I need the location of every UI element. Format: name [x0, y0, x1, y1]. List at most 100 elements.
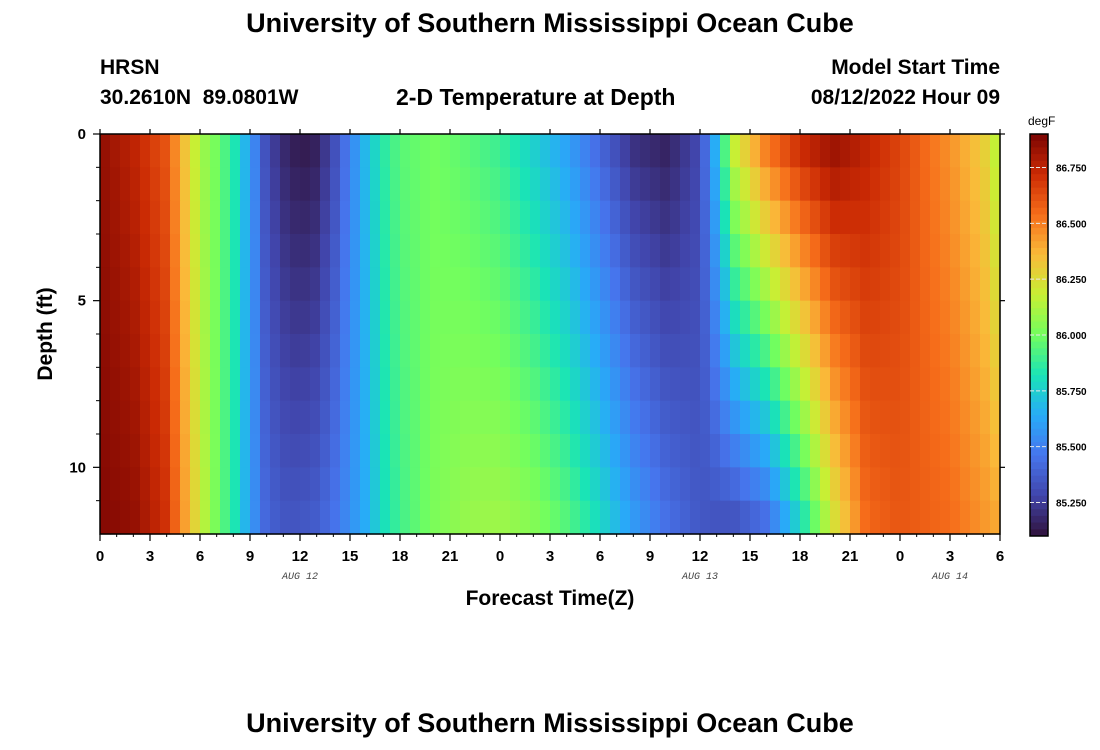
- heatmap-cell: [660, 267, 671, 302]
- heatmap-cell: [660, 500, 671, 535]
- heatmap-cell: [240, 434, 251, 468]
- heatmap-cell: [420, 167, 431, 202]
- heatmap-cell: [400, 234, 411, 268]
- heatmap-cell: [740, 434, 751, 468]
- heatmap-cell: [830, 434, 841, 468]
- colorbar-segment: [1030, 462, 1048, 470]
- heatmap-cell: [410, 167, 421, 202]
- heatmap-cell: [130, 367, 141, 402]
- heatmap-cell: [590, 300, 601, 335]
- heatmap-cell: [630, 134, 641, 168]
- heatmap-cell: [960, 367, 971, 402]
- heatmap-cell: [910, 500, 921, 535]
- heatmap-cell: [480, 367, 491, 402]
- heatmap-cell: [520, 467, 531, 502]
- heatmap-cell: [370, 234, 381, 268]
- heatmap-cell: [760, 267, 771, 302]
- heatmap-cell: [200, 434, 211, 468]
- heatmap-cell: [250, 300, 261, 335]
- heatmap-cell: [540, 500, 551, 535]
- heatmap-cell: [470, 400, 481, 435]
- heatmap-cell: [980, 334, 991, 368]
- heatmap-cell: [920, 334, 931, 368]
- heatmap-cell: [730, 434, 741, 468]
- heatmap-cell: [890, 200, 901, 235]
- heatmap-cell: [290, 167, 301, 202]
- heatmap-cell: [240, 334, 251, 368]
- heatmap-cell: [350, 400, 361, 435]
- heatmap-cell: [410, 334, 421, 368]
- y-tick-label: 5: [78, 293, 86, 310]
- heatmap-cell: [720, 400, 731, 435]
- heatmap-cell: [790, 300, 801, 335]
- heatmap-cell: [730, 300, 741, 335]
- heatmap-cell: [300, 467, 311, 502]
- heatmap-cell: [870, 200, 881, 235]
- heatmap-cell: [760, 234, 771, 268]
- heatmap-cell: [970, 134, 981, 168]
- heatmap-cell: [450, 200, 461, 235]
- heatmap-cell: [620, 200, 631, 235]
- heatmap-cell: [790, 367, 801, 402]
- heatmap-cell: [950, 467, 961, 502]
- heatmap-cell: [340, 500, 351, 535]
- colorbar-segment: [1030, 160, 1048, 168]
- heatmap-cell: [800, 500, 811, 535]
- heatmap-cell: [460, 434, 471, 468]
- heatmap-cell: [810, 167, 821, 202]
- x-tick-label: 3: [146, 548, 154, 565]
- heatmap-cell: [950, 434, 961, 468]
- y-tick-label: 10: [69, 459, 86, 476]
- heatmap-cell: [300, 267, 311, 302]
- heatmap-cell: [510, 200, 521, 235]
- heatmap-cell: [560, 367, 571, 402]
- heatmap-cell: [880, 134, 891, 168]
- heatmap-cell: [290, 334, 301, 368]
- heatmap-cell: [170, 367, 181, 402]
- heatmap-cell: [170, 434, 181, 468]
- heatmap-cell: [260, 167, 271, 202]
- colorbar-unit: degF: [1028, 114, 1055, 128]
- heatmap-cell: [270, 367, 281, 402]
- heatmap-cell: [190, 467, 201, 502]
- heatmap-cell: [590, 234, 601, 268]
- heatmap-cell: [160, 134, 171, 168]
- heatmap-cell: [140, 300, 151, 335]
- heatmap-cell: [760, 434, 771, 468]
- heatmap-cell: [530, 134, 541, 168]
- heatmap-cell: [250, 500, 261, 535]
- heatmap-cell: [690, 134, 701, 168]
- heatmap-cell: [780, 267, 791, 302]
- heatmap-cell: [450, 134, 461, 168]
- heatmap-cell: [450, 334, 461, 368]
- heatmap-cell: [910, 367, 921, 402]
- colorbar-segment: [1030, 435, 1048, 443]
- heatmap-cell: [780, 200, 791, 235]
- heatmap-cell: [540, 167, 551, 202]
- heatmap-cell: [630, 334, 641, 368]
- colorbar-segment: [1030, 314, 1048, 323]
- heatmap-cell: [380, 367, 391, 402]
- heatmap-cell: [330, 234, 341, 268]
- heatmap-cell: [220, 400, 231, 435]
- heatmap-cell: [710, 500, 721, 535]
- heatmap-cell: [660, 434, 671, 468]
- heatmap-cell: [310, 134, 321, 168]
- heatmap-cell: [920, 134, 931, 168]
- heatmap-cell: [200, 200, 211, 235]
- heatmap-cell: [530, 267, 541, 302]
- heatmap-cell: [370, 300, 381, 335]
- heatmap-cell: [250, 400, 261, 435]
- heatmap-cell: [540, 134, 551, 168]
- heatmap-cell: [960, 167, 971, 202]
- heatmap-cell: [210, 400, 221, 435]
- heatmap-cell: [350, 167, 361, 202]
- heatmap-cell: [750, 367, 761, 402]
- heatmap-cell: [490, 434, 501, 468]
- heatmap-cell: [780, 500, 791, 535]
- heatmap-cell: [820, 267, 831, 302]
- heatmap-cell: [720, 434, 731, 468]
- heatmap-cell: [600, 134, 611, 168]
- x-tick-label: 15: [742, 548, 759, 565]
- heatmap-cell: [150, 267, 161, 302]
